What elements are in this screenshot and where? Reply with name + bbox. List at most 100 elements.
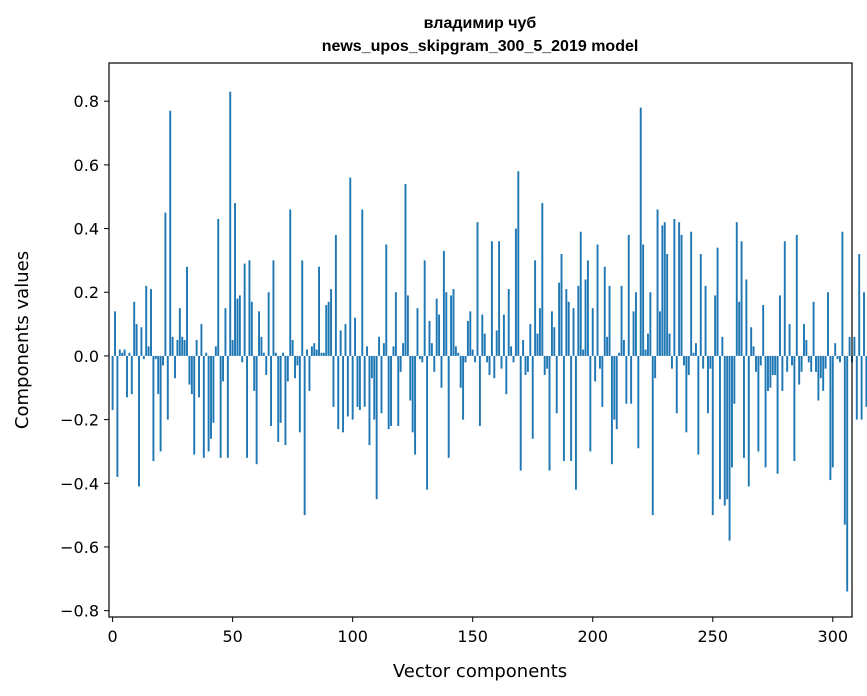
bar	[481, 314, 484, 356]
bar	[207, 355, 210, 452]
bar	[608, 285, 611, 356]
bar	[188, 355, 191, 385]
bar	[126, 355, 128, 398]
x-tick-label: 150	[457, 627, 488, 646]
bar	[839, 355, 841, 363]
bar	[630, 355, 633, 404]
bar	[759, 355, 762, 366]
bar	[687, 355, 690, 376]
bar	[800, 355, 803, 372]
bar	[433, 355, 436, 372]
bar	[848, 336, 851, 356]
bar	[829, 355, 832, 481]
bar	[812, 301, 815, 356]
bar	[834, 343, 837, 356]
bar	[303, 355, 306, 516]
bar	[781, 355, 784, 391]
bar	[522, 340, 525, 356]
bar	[558, 282, 561, 356]
bar	[841, 231, 844, 356]
bar	[709, 355, 712, 369]
bar	[226, 355, 229, 458]
bar	[548, 355, 551, 471]
bar	[176, 340, 179, 356]
bar	[670, 355, 673, 369]
bar	[339, 330, 342, 356]
bar	[673, 219, 676, 356]
bar	[682, 355, 685, 366]
bar	[512, 355, 515, 363]
bar	[572, 308, 575, 356]
bar	[627, 234, 630, 356]
bar	[651, 355, 654, 516]
bar	[234, 203, 236, 356]
bar	[589, 355, 592, 452]
bar	[517, 171, 520, 356]
x-tick-label: 100	[337, 627, 368, 646]
bar	[150, 289, 152, 356]
bar	[493, 355, 496, 379]
bar	[740, 241, 743, 356]
bar	[210, 355, 212, 439]
y-tick-label: −0.6	[60, 538, 99, 557]
bar	[344, 324, 347, 356]
x-axis-ticks: 0 50 100 150 200 250 300	[108, 617, 848, 646]
bar	[452, 289, 455, 356]
y-tick-label: −0.4	[60, 474, 99, 493]
bar	[322, 352, 325, 356]
bar	[222, 355, 224, 382]
bar	[827, 292, 829, 356]
bar	[776, 355, 779, 474]
bar	[363, 355, 366, 407]
y-tick-label: −0.2	[60, 411, 99, 430]
bar	[793, 355, 796, 461]
bar	[534, 260, 537, 356]
bar	[404, 183, 407, 356]
bar	[786, 355, 789, 372]
bar	[658, 311, 661, 356]
bar	[354, 317, 357, 356]
bar	[440, 355, 443, 388]
bar	[171, 336, 174, 356]
bar-series	[111, 91, 867, 592]
bar	[279, 355, 282, 423]
bar	[435, 298, 438, 356]
bar	[447, 355, 450, 458]
bar	[582, 349, 585, 356]
bar	[454, 346, 457, 356]
bar	[450, 295, 453, 356]
bar	[114, 311, 116, 356]
bar	[774, 355, 777, 376]
bar	[337, 355, 340, 430]
bar	[462, 355, 465, 420]
bar	[762, 304, 765, 356]
bar	[637, 355, 640, 449]
bar	[644, 349, 647, 356]
bar	[601, 355, 604, 407]
bar	[510, 346, 513, 356]
bar	[200, 324, 203, 356]
bar	[524, 355, 527, 376]
bar	[642, 244, 645, 356]
bar	[661, 225, 664, 356]
bar	[154, 355, 157, 360]
bar	[620, 285, 623, 356]
bar	[632, 311, 635, 356]
bar	[853, 336, 856, 356]
bar	[265, 355, 268, 376]
bar	[855, 355, 858, 420]
bar	[334, 234, 337, 356]
bar	[654, 355, 657, 379]
bar	[164, 212, 167, 356]
chart-subtitle: news_upos_skipgram_300_5_2019 model	[322, 38, 639, 55]
bar	[745, 279, 748, 356]
bar	[721, 336, 724, 356]
bar	[282, 352, 285, 356]
bar	[529, 324, 532, 356]
bar	[457, 352, 460, 356]
bar	[584, 279, 587, 356]
bar	[779, 295, 781, 356]
bar	[836, 355, 839, 360]
bar	[514, 228, 517, 356]
bar	[135, 324, 138, 356]
